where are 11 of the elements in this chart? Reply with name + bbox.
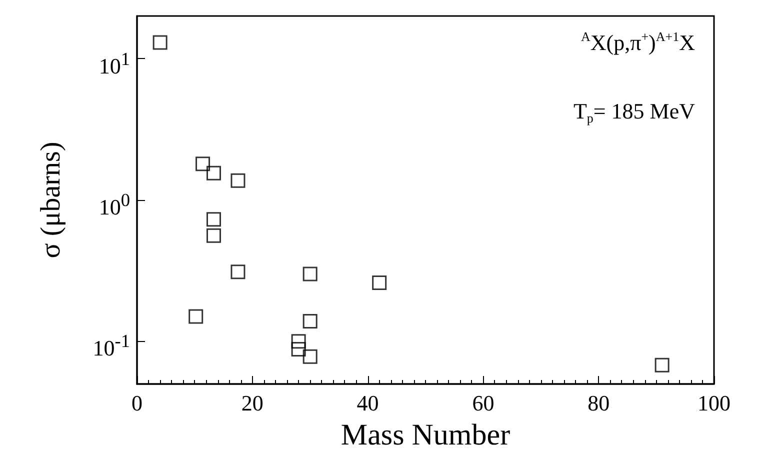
y-tick-label: 10$^{0}$ (98, 189, 130, 222)
y-axis-title: σ (μbarns) (36, 142, 66, 258)
x-tick-label: 40 (356, 390, 379, 416)
y-tick-label: 10$^{1}$ (98, 48, 130, 80)
x-tick-label: 0 (132, 390, 142, 416)
x-tick-label: 20 (241, 390, 264, 416)
x-tick-label: 80 (588, 390, 610, 416)
x-axis-title: Mass Number (340, 418, 510, 452)
x-tick-label: 100 (698, 390, 730, 416)
x-tick-label: 60 (472, 390, 494, 416)
y-tick-label: 10$^{-1}$ (92, 330, 130, 363)
